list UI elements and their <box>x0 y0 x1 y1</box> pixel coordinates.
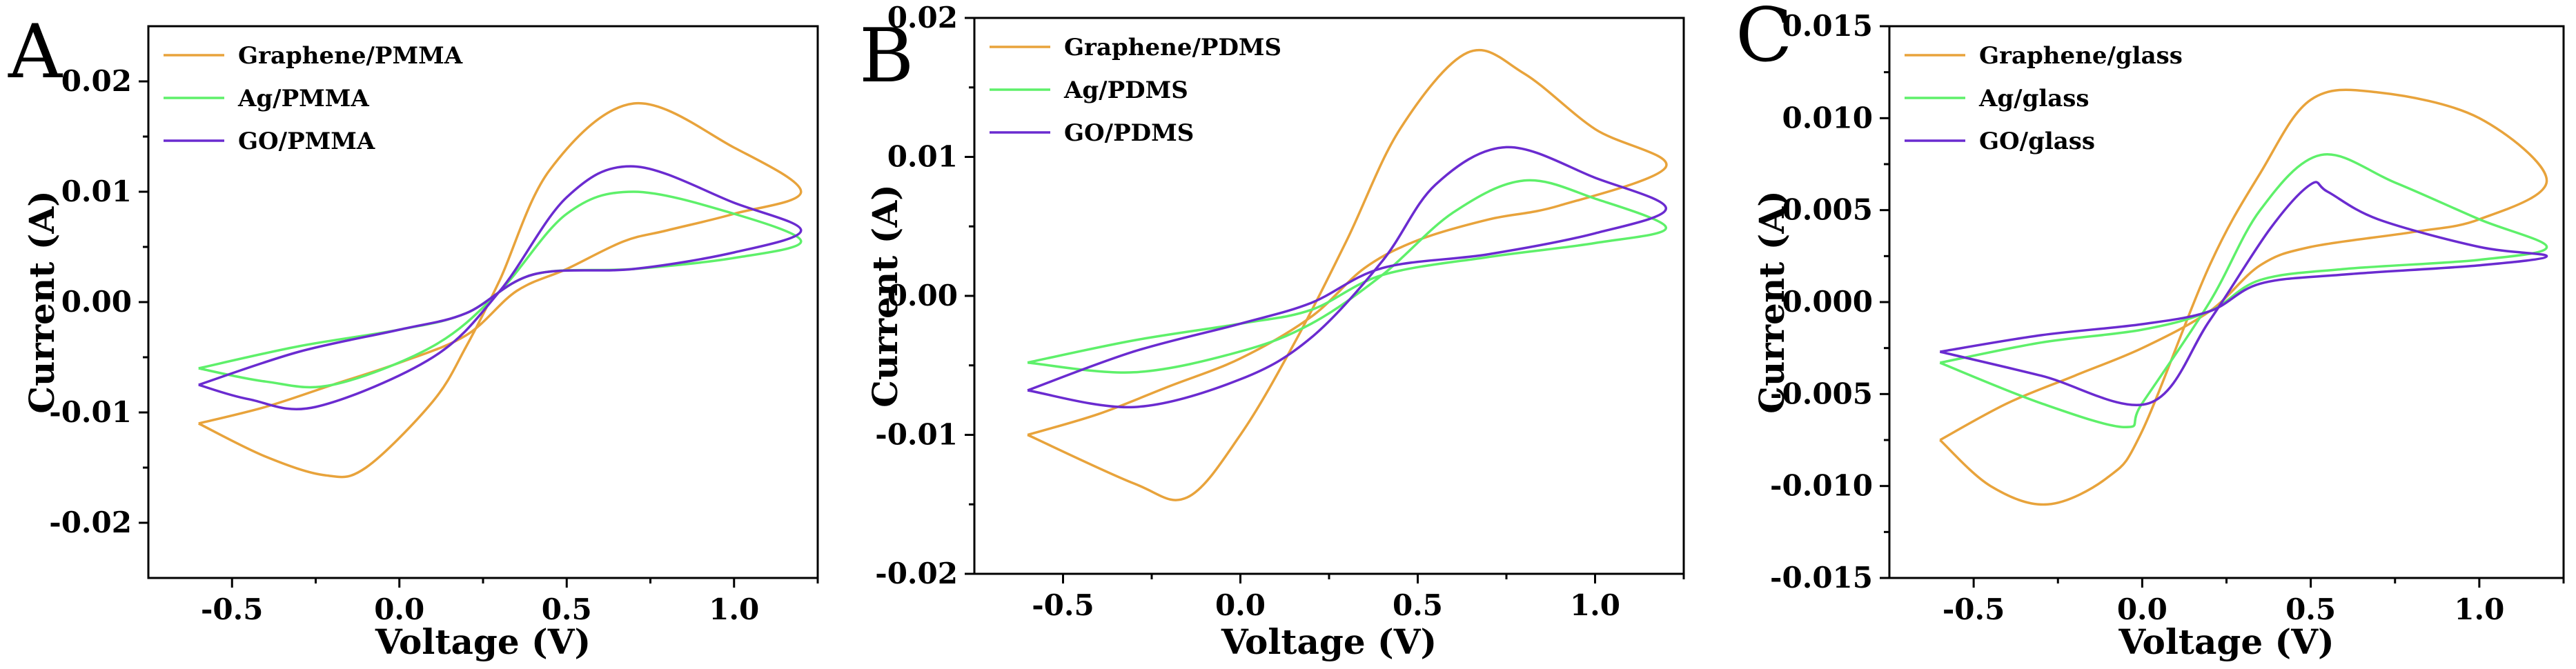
series-line-graphene-pmma <box>198 101 803 479</box>
y-tick-label: -0.015 <box>1770 561 1873 595</box>
y-tick-label: 0.02 <box>61 64 132 98</box>
y-tick-label: -0.005 <box>1770 377 1873 410</box>
series-line-ag-glass <box>1939 153 2548 429</box>
x-tick-label: 0.5 <box>2285 592 2336 626</box>
x-tick-label: 0.5 <box>1393 588 1443 622</box>
y-axis-label: Current (A) <box>1751 190 1792 414</box>
legend-label-ag-pdms: Ag/PDMS <box>1063 77 1188 104</box>
y-tick-label: 0.01 <box>61 174 132 208</box>
x-tick-label: -0.5 <box>1032 588 1094 622</box>
y-tick-label: 0.000 <box>1782 285 1873 319</box>
series-line-ag-pdms <box>1027 179 1668 374</box>
legend-label-ag-pmma: Ag/PMMA <box>237 85 369 112</box>
y-tick-label: 0.02 <box>887 1 958 34</box>
series-line-graphene-pdms <box>1027 48 1668 501</box>
panel-letter: A <box>8 9 63 95</box>
series-line-go-pdms <box>1027 146 1668 409</box>
chart-panel-b: B -0.5 0.0 0.5 1.0 -0.02 -0.01 0.00 0.01 0.02 Volt… <box>859 1 1685 662</box>
legend-label-graphene-glass: Graphene/glass <box>1979 42 2183 70</box>
x-tick-label: 1.0 <box>709 592 759 626</box>
panel-letter: B <box>859 13 914 99</box>
legend-label-go-pdms: GO/PDMS <box>1064 119 1194 147</box>
y-tick-label: 0.015 <box>1782 9 1873 43</box>
y-tick-label: 0.00 <box>887 279 958 312</box>
x-axis-label: Voltage (V) <box>1221 621 1437 662</box>
x-tick-label: 0.0 <box>374 592 424 626</box>
x-tick-label: 0.5 <box>542 592 592 626</box>
panel-letter: C <box>1736 0 1793 79</box>
y-tick-label: 0.005 <box>1782 193 1873 227</box>
x-tick-label: -0.5 <box>1943 592 2005 626</box>
chart-panel-c: C -0.5 0.0 0.5 1.0 -0.015 -0.010 -0.005 0.000 0.0… <box>1736 0 2565 662</box>
legend-label-ag-glass: Ag/glass <box>1978 85 2090 112</box>
x-tick-label: 0.0 <box>2117 592 2167 626</box>
x-tick-label: -0.5 <box>201 592 264 626</box>
y-tick-label: 0.010 <box>1782 101 1873 134</box>
y-tick-label: 0.00 <box>61 285 132 319</box>
x-tick-label: 1.0 <box>2454 592 2504 626</box>
y-axis-label: Current (A) <box>21 190 62 414</box>
y-tick-label: -0.010 <box>1770 469 1873 503</box>
series-line-go-glass <box>1939 181 2548 407</box>
x-tick-label: 1.0 <box>1570 588 1620 622</box>
series-line-graphene-glass <box>1939 88 2548 506</box>
x-axis-label: Voltage (V) <box>2118 621 2334 662</box>
y-tick-label: -0.01 <box>49 395 132 429</box>
y-tick-label: -0.02 <box>875 557 958 590</box>
y-tick-label: -0.01 <box>875 418 958 452</box>
legend-label-go-glass: GO/glass <box>1979 128 2095 155</box>
legend-label-go-pmma: GO/PMMA <box>238 128 375 155</box>
chart-panel-a: A -0.5 0.0 0.5 1.0 -0.02 -0.01 0.00 0.01 0.02 Volt… <box>8 9 819 662</box>
y-tick-label: 0.01 <box>887 140 958 174</box>
y-tick-label: -0.02 <box>49 506 132 539</box>
series-line-go-pmma <box>198 165 803 410</box>
legend-label-graphene-pmma: Graphene/PMMA <box>238 42 463 70</box>
x-axis-label: Voltage (V) <box>375 621 591 662</box>
y-axis-label: Current (A) <box>865 184 905 408</box>
x-tick-label: 0.0 <box>1215 588 1266 622</box>
legend-label-graphene-pdms: Graphene/PDMS <box>1064 34 1281 61</box>
